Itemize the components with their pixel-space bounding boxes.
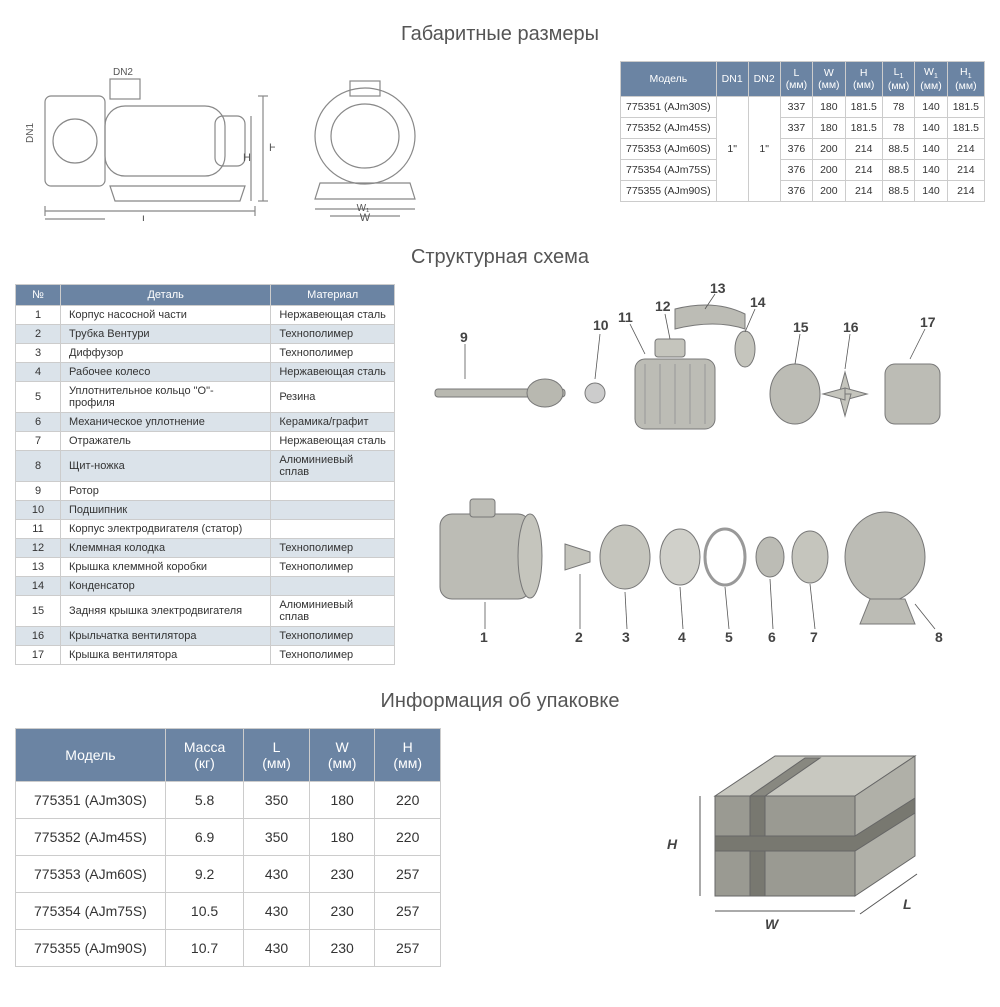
callout-2: 2 [575, 629, 583, 645]
callout-1: 1 [480, 629, 488, 645]
callout-12: 12 [655, 298, 671, 314]
box-h-label: H [667, 836, 677, 852]
svg-text:DN1: DN1 [25, 123, 36, 143]
parts-table: №ДетальМатериал 1Корпус насосной частиНе… [15, 284, 395, 665]
packaging-title: Информация об упаковке [15, 690, 985, 713]
callout-9: 9 [460, 329, 468, 345]
svg-text:DN2: DN2 [113, 67, 133, 78]
box-w-label: W [765, 916, 778, 932]
callout-10: 10 [593, 317, 609, 333]
packaging-table: МодельМасса(кг)L(мм)W(мм)H(мм) 775351 (A… [15, 728, 441, 967]
exploded-diagram: 9 10 11 12 13 14 15 16 17 1 2 3 4 5 6 7 … [415, 284, 985, 644]
callout-17: 17 [920, 314, 936, 330]
callout-5: 5 [725, 629, 733, 645]
dimensions-title: Габаритные размеры [15, 23, 985, 46]
dimensions-table: МодельDN1DN2L(мм)W(мм)H(мм)L1(мм)W1(мм)H… [620, 61, 985, 202]
svg-text:W₁: W₁ [357, 203, 370, 214]
svg-text:L: L [142, 214, 148, 221]
callout-11: 11 [618, 309, 633, 325]
callout-3: 3 [622, 629, 630, 645]
callout-16: 16 [843, 319, 859, 335]
pump-side-drawing: L L H H DN1 DN2 [15, 61, 275, 221]
callout-6: 6 [768, 629, 776, 645]
callout-13: 13 [710, 280, 726, 296]
structure-title: Структурная схема [15, 246, 985, 269]
callout-14: 14 [750, 294, 766, 310]
callout-4: 4 [678, 629, 686, 645]
svg-text:H: H [269, 142, 275, 154]
callout-7: 7 [810, 629, 818, 645]
callout-15: 15 [793, 319, 809, 335]
box-diagram: H W L [655, 736, 955, 959]
callout-8: 8 [935, 629, 943, 645]
svg-text:H: H [243, 152, 251, 164]
pump-front-drawing: W W₁ [285, 61, 445, 221]
box-l-label: L [903, 896, 912, 912]
